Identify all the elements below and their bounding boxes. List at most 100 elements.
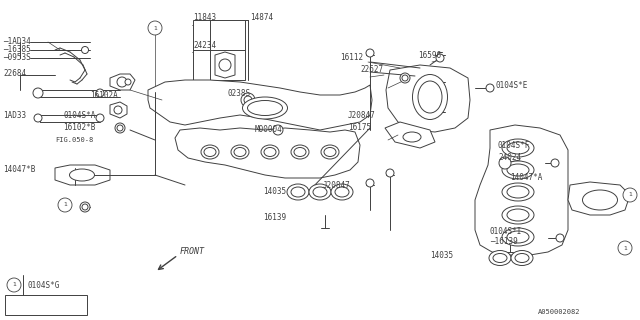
Polygon shape [110, 102, 127, 118]
Ellipse shape [502, 206, 534, 224]
Circle shape [7, 278, 21, 292]
Text: 14035: 14035 [430, 251, 453, 260]
Text: 0238S: 0238S [228, 89, 251, 98]
Ellipse shape [418, 81, 442, 113]
Circle shape [114, 106, 122, 114]
Circle shape [33, 88, 43, 98]
Text: 0104S*A: 0104S*A [63, 110, 95, 119]
Text: 14035: 14035 [263, 188, 286, 196]
Ellipse shape [321, 145, 339, 159]
Polygon shape [386, 65, 470, 132]
Text: 1: 1 [628, 193, 632, 197]
Ellipse shape [403, 132, 421, 142]
Polygon shape [215, 52, 235, 78]
Text: 1AD33: 1AD33 [3, 110, 26, 119]
Ellipse shape [502, 161, 534, 179]
Ellipse shape [243, 97, 287, 119]
Text: 16102A: 16102A [90, 91, 118, 100]
Ellipse shape [324, 148, 336, 156]
Circle shape [117, 125, 123, 131]
Circle shape [82, 204, 88, 210]
Text: FIG.050-8: FIG.050-8 [55, 137, 93, 143]
Text: 16102*B: 16102*B [63, 124, 95, 132]
Ellipse shape [248, 100, 282, 116]
Text: A050002082: A050002082 [538, 309, 580, 315]
Circle shape [117, 77, 127, 87]
Circle shape [115, 123, 125, 133]
Text: 24024: 24024 [498, 154, 521, 163]
Circle shape [273, 125, 283, 135]
Text: 24234: 24234 [193, 41, 216, 50]
Circle shape [366, 49, 374, 57]
Polygon shape [475, 125, 568, 255]
Ellipse shape [261, 145, 279, 159]
Circle shape [556, 234, 564, 242]
Text: 1: 1 [12, 283, 16, 287]
Ellipse shape [502, 183, 534, 201]
Ellipse shape [331, 184, 353, 200]
Ellipse shape [511, 251, 533, 266]
Circle shape [148, 21, 162, 35]
Text: ─0953S: ─0953S [3, 53, 31, 62]
Circle shape [551, 159, 559, 167]
Text: 0104S*F: 0104S*F [498, 140, 531, 149]
Ellipse shape [507, 231, 529, 243]
Ellipse shape [287, 184, 309, 200]
Circle shape [486, 84, 494, 92]
Ellipse shape [294, 148, 306, 156]
Ellipse shape [204, 148, 216, 156]
Circle shape [366, 179, 374, 187]
Ellipse shape [313, 187, 327, 197]
Polygon shape [385, 122, 435, 148]
Text: 14047*A: 14047*A [510, 173, 542, 182]
Text: M00004: M00004 [255, 125, 283, 134]
Ellipse shape [582, 190, 618, 210]
Text: 14874: 14874 [250, 12, 273, 21]
Ellipse shape [309, 184, 331, 200]
Text: ─1AD34: ─1AD34 [3, 37, 31, 46]
Text: 16112: 16112 [340, 53, 363, 62]
Polygon shape [175, 128, 360, 178]
Ellipse shape [291, 187, 305, 197]
Text: 16175: 16175 [348, 124, 371, 132]
Circle shape [96, 114, 104, 122]
Ellipse shape [489, 251, 511, 266]
Polygon shape [568, 182, 630, 215]
Polygon shape [148, 80, 372, 130]
Ellipse shape [231, 145, 249, 159]
Circle shape [219, 59, 231, 71]
Text: 16139: 16139 [263, 213, 286, 222]
Ellipse shape [502, 228, 534, 246]
Ellipse shape [515, 253, 529, 262]
Polygon shape [110, 74, 135, 90]
Circle shape [386, 169, 394, 177]
Text: J20847: J20847 [323, 180, 351, 189]
Circle shape [436, 54, 444, 62]
Ellipse shape [507, 164, 529, 176]
Circle shape [125, 79, 131, 85]
Ellipse shape [234, 148, 246, 156]
Bar [193, 20, 245, 80]
Circle shape [58, 198, 72, 212]
Text: 1: 1 [623, 245, 627, 251]
Text: ─16139: ─16139 [490, 237, 518, 246]
Ellipse shape [264, 148, 276, 156]
Circle shape [618, 241, 632, 255]
Text: 14047*B: 14047*B [3, 165, 35, 174]
Circle shape [402, 75, 408, 81]
Ellipse shape [507, 186, 529, 198]
Ellipse shape [493, 253, 507, 262]
Text: J20847: J20847 [348, 110, 376, 119]
Bar [5, 295, 87, 315]
Ellipse shape [201, 145, 219, 159]
Ellipse shape [502, 139, 534, 157]
Ellipse shape [507, 142, 529, 154]
Circle shape [96, 89, 104, 97]
Ellipse shape [413, 75, 447, 119]
Text: ─16385: ─16385 [3, 45, 31, 54]
Text: 0104S*E: 0104S*E [495, 81, 527, 90]
Circle shape [81, 46, 88, 53]
Text: 22627: 22627 [360, 66, 383, 75]
Circle shape [244, 96, 252, 104]
Circle shape [400, 73, 410, 83]
